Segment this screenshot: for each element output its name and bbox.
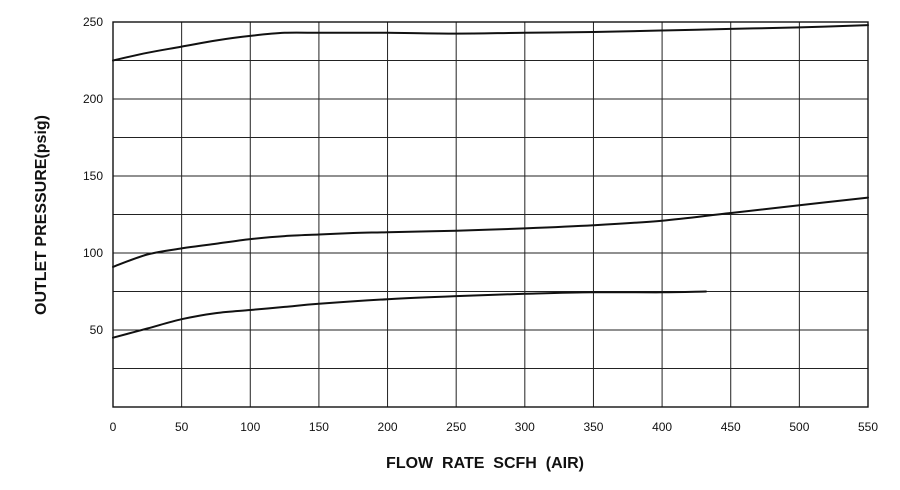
series-line-1: [112, 24, 869, 62]
x-tick-label: 450: [721, 420, 741, 434]
x-tick-label: 500: [789, 420, 809, 434]
x-tick-labels: 0 50 100 150 200 250 300 350 400 450 500 550: [110, 420, 879, 434]
plot-frame: [112, 21, 869, 408]
x-tick-label: 400: [652, 420, 672, 434]
x-tick-label: 150: [309, 420, 329, 434]
x-tick-label: 550: [858, 420, 878, 434]
grid-lines: [113, 22, 868, 407]
x-tick-label: 100: [240, 420, 260, 434]
y-tick-label: 50: [90, 323, 104, 337]
series-line-2: [112, 196, 869, 268]
y-tick-labels: 50 100 150 200 250: [83, 15, 103, 337]
y-tick-label: 250: [83, 15, 103, 29]
y-tick-label: 200: [83, 92, 103, 106]
x-tick-label: 350: [583, 420, 603, 434]
y-tick-label: 150: [83, 169, 103, 183]
x-tick-label: 300: [515, 420, 535, 434]
x-tick-label: 50: [175, 420, 189, 434]
x-tick-label: 250: [446, 420, 466, 434]
y-axis-label: OUTLET PRESSURE(psig): [33, 115, 50, 315]
series-group: [112, 24, 869, 339]
y-tick-label: 100: [83, 246, 103, 260]
axes: [112, 21, 869, 408]
x-axis-label: FLOW RATE SCFH (AIR): [386, 455, 584, 472]
series-line-3: [112, 290, 707, 339]
x-tick-label: 200: [378, 420, 398, 434]
x-tick-label: 0: [110, 420, 117, 434]
